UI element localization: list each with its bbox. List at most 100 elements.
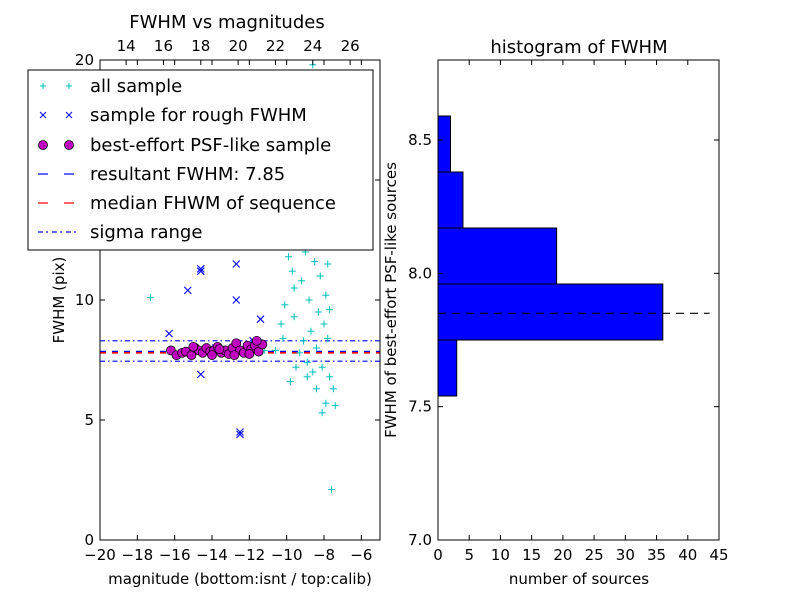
all-sample-point	[320, 320, 328, 328]
all-sample-point	[324, 334, 332, 342]
left-top-x-tick-label: 26	[341, 37, 360, 55]
left-top-x-tick-label: 24	[303, 37, 322, 55]
all-sample-point	[277, 320, 285, 328]
all-sample-point	[296, 349, 304, 357]
left-chart-title: FWHM vs magnitudes	[129, 12, 324, 33]
all-sample-point	[303, 358, 311, 366]
legend-entry-psf-sample: best-effort PSF-like sample	[38, 135, 331, 156]
all-sample-point	[324, 260, 332, 268]
rough-sample-point	[256, 315, 265, 324]
all-sample-point	[311, 258, 319, 266]
all-sample-point	[322, 291, 330, 299]
right-x-axis-label: number of sources	[509, 570, 649, 588]
histogram-bar	[437, 115, 451, 173]
rough-sample-point	[232, 296, 241, 304]
legend-entry-median-fwhm: median FHWM of sequence	[38, 193, 336, 214]
left-y-tick-label: 20	[75, 51, 94, 69]
legend-entry-sigma-range: sigma range	[38, 222, 202, 243]
legend-marker-x	[39, 111, 73, 119]
legend-label-all-sample: all sample	[90, 76, 182, 97]
all-sample-point	[313, 385, 321, 393]
left-x-axis-label: magnitude (bottom:isnt / top:calib)	[108, 570, 372, 588]
all-sample-point	[290, 313, 298, 321]
right-x-tick-label: 20	[553, 546, 572, 564]
legend-label-sigma-range: sigma range	[90, 222, 202, 243]
right-x-tick-label: 35	[647, 546, 666, 564]
right-axes-frame	[437, 59, 720, 541]
rough-sample-point	[196, 267, 205, 276]
rough-sample-point	[236, 428, 244, 436]
left-plot-marks	[100, 61, 380, 494]
right-plot-marks	[437, 115, 710, 397]
all-sample-point	[288, 267, 296, 275]
legend-label-median-fwhm: median FHWM of sequence	[90, 193, 336, 214]
legend-marker-circle	[38, 140, 74, 150]
histogram-bar	[437, 283, 664, 341]
fwhm-histogram-chart: 0 5 10 15 20 25 30 35 40 45 7.0 7.5 8.0 8.5 histogram…	[382, 37, 729, 588]
all-sample-point	[314, 308, 322, 316]
right-chart-title: histogram of FWHM	[490, 37, 667, 58]
psf-sample-point	[214, 344, 225, 355]
rough-sample-point	[183, 286, 192, 295]
all-sample-point	[307, 327, 315, 335]
psf-sample-point	[229, 350, 240, 361]
psf-sample-point	[251, 335, 262, 346]
all-sample-point	[318, 409, 326, 417]
psf-sample-point	[207, 350, 217, 361]
histogram-bar	[437, 339, 458, 397]
left-x-tick-label: −14	[196, 546, 228, 564]
legend-label-rough-sample: sample for rough FWHM	[90, 105, 307, 126]
left-top-x-tick-label: 20	[229, 37, 248, 55]
left-axis-ticks: −20 −18 −16 −14 −12 −10 −8 −6 14 16 18 20 22 24 26 0 5 10…	[75, 37, 380, 564]
all-sample-point	[309, 368, 317, 376]
all-sample-point	[299, 337, 307, 345]
legend-entry-all-sample: all sample	[40, 76, 182, 97]
right-y-tick-label: 7.5	[408, 398, 432, 416]
legend-label-psf-sample: best-effort PSF-like sample	[90, 135, 331, 156]
right-x-tick-label: 10	[491, 546, 510, 564]
left-top-x-tick-label: 14	[117, 37, 136, 55]
all-sample-point	[292, 363, 300, 371]
all-sample-point	[326, 373, 334, 381]
right-x-tick-label: 30	[616, 546, 635, 564]
right-x-tick-label: 15	[522, 546, 541, 564]
all-sample-point	[146, 294, 154, 302]
right-x-tick-label: 45	[709, 546, 728, 564]
right-x-tick-label: 5	[464, 546, 474, 564]
left-x-tick-label: −12	[234, 546, 266, 564]
rough-sample-point	[196, 264, 205, 273]
all-sample-point	[305, 296, 313, 304]
psf-sample-point	[244, 349, 255, 359]
right-y-tick-label: 7.0	[408, 531, 432, 549]
left-x-tick-label: −10	[271, 546, 303, 564]
left-x-tick-label: −18	[122, 546, 154, 564]
all-sample-point	[322, 399, 330, 407]
rough-sample-point	[232, 260, 241, 268]
all-sample-point	[285, 253, 293, 261]
all-sample-point	[279, 334, 287, 342]
right-y-axis-label: FWHM of best-effort PSF-like sources	[382, 162, 400, 438]
all-sample-point	[298, 277, 306, 285]
all-sample-point	[286, 378, 294, 386]
right-axis-ticks: 0 5 10 15 20 25 30 35 40 45 7.0 7.5 8.0 8.5	[408, 60, 729, 564]
right-x-tick-label: 40	[678, 546, 697, 564]
right-y-tick-label: 8.0	[408, 264, 432, 282]
all-sample-point	[329, 385, 337, 393]
all-sample-point	[318, 363, 326, 371]
all-sample-point	[316, 272, 324, 280]
all-sample-point	[331, 402, 339, 410]
all-sample-point	[271, 346, 279, 354]
all-sample-point	[313, 344, 321, 352]
legend-box	[27, 69, 374, 251]
histogram-bar	[437, 171, 464, 229]
rough-sample-point	[236, 430, 244, 439]
left-x-tick-label: −16	[159, 546, 191, 564]
all-sample-point	[326, 306, 334, 314]
legend: all sample sample for rough FWHM best-ef…	[27, 69, 374, 251]
left-x-tick-label: −8	[313, 546, 335, 564]
left-top-x-tick-label: 18	[191, 37, 210, 55]
left-top-x-tick-label: 22	[266, 37, 285, 55]
histogram-bar	[437, 227, 558, 285]
legend-marker-plus	[40, 83, 72, 89]
rough-sample-point	[196, 370, 205, 379]
